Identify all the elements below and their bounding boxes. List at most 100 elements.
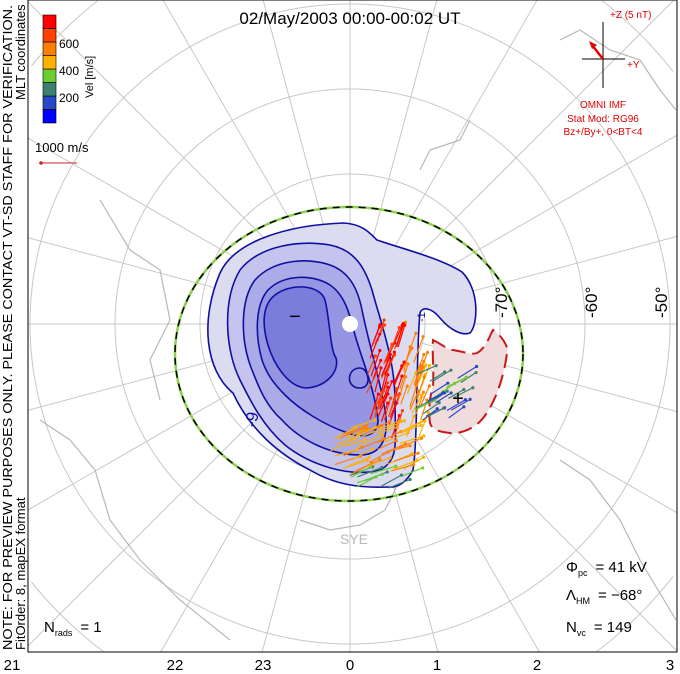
velocity-vector bbox=[374, 366, 383, 392]
mlt-label-21: 21 bbox=[4, 657, 21, 674]
colorbar-tick-200: 200 bbox=[59, 91, 79, 105]
latitude-circle bbox=[31, 581, 104, 652]
contour-label-neg1: -1 bbox=[416, 312, 428, 322]
velocity-vector bbox=[356, 433, 384, 448]
velocity-vector bbox=[384, 350, 396, 376]
colorbar-swatch bbox=[42, 28, 57, 43]
mlt-meridian bbox=[402, 0, 675, 272]
fit-order-label: FitOrder: 8, mapEX format bbox=[13, 497, 28, 650]
negative-potential-cell bbox=[207, 222, 477, 488]
velocity-vector bbox=[427, 391, 445, 402]
velocity-vector bbox=[353, 447, 374, 460]
velocity-vector bbox=[429, 381, 450, 396]
contour-label-neg9: -9 bbox=[241, 411, 262, 429]
station-label: SYE bbox=[340, 531, 368, 547]
velocity-vector bbox=[392, 364, 404, 385]
velocity-vector bbox=[330, 437, 357, 452]
mlt-meridian bbox=[414, 134, 678, 287]
scale-vector bbox=[39, 161, 77, 165]
velocity-vector bbox=[355, 425, 378, 437]
plot-title: 02/May/2003 00:00-00:02 UT bbox=[239, 9, 460, 28]
velocity-vector bbox=[390, 325, 401, 351]
velocity-vector bbox=[417, 363, 428, 384]
velocity-vector bbox=[375, 425, 400, 435]
velocity-vector bbox=[370, 464, 398, 475]
velocity-vector bbox=[414, 359, 426, 387]
velocity-vector bbox=[370, 348, 382, 377]
mlt-label-3: 3 bbox=[666, 657, 674, 674]
velocity-vector bbox=[372, 358, 383, 379]
velocity-vector bbox=[399, 434, 426, 445]
velocity-vector bbox=[350, 465, 373, 478]
colorbar-swatch bbox=[42, 68, 57, 83]
velocity-vector bbox=[399, 362, 410, 390]
velocity-vector bbox=[397, 323, 407, 348]
plot-frame bbox=[27, 0, 678, 653]
velocity-vector bbox=[448, 387, 466, 399]
velocity-colorbar bbox=[42, 14, 57, 124]
velocity-vector bbox=[453, 386, 475, 398]
velocity-vector bbox=[429, 370, 447, 382]
preview-note: NOTE: FOR PREVIEW PURPOSES ONLY. PLEASE … bbox=[0, 5, 15, 650]
velocity-vector bbox=[367, 354, 377, 375]
velocity-vector bbox=[448, 405, 466, 419]
velocity-vector bbox=[369, 392, 380, 420]
velocity-vector bbox=[460, 370, 478, 384]
velocity-vector bbox=[381, 442, 408, 455]
velocity-vector bbox=[387, 393, 399, 417]
velocity-vector bbox=[379, 385, 390, 410]
velocity-vector bbox=[384, 353, 396, 378]
velocity-vector bbox=[409, 389, 421, 411]
velocity-vector bbox=[385, 419, 407, 430]
velocity-vector bbox=[383, 396, 393, 421]
velocity-vector bbox=[411, 393, 424, 414]
velocity-vector bbox=[451, 397, 472, 411]
velocity-vector bbox=[381, 418, 403, 429]
colorbar-swatch bbox=[42, 14, 57, 29]
velocity-vector bbox=[457, 364, 479, 379]
velocity-vector bbox=[355, 457, 382, 472]
velocity-vector bbox=[446, 398, 468, 412]
velocity-vector bbox=[423, 401, 441, 415]
positive-potential-cell bbox=[428, 328, 509, 435]
velocity-vector bbox=[356, 472, 384, 484]
velocity-vector bbox=[380, 401, 390, 422]
colorbar-swatch bbox=[42, 41, 57, 56]
velocity-vector bbox=[383, 342, 394, 365]
colorbar-tick-600: 600 bbox=[59, 37, 79, 51]
velocity-vector bbox=[433, 368, 453, 382]
imf-y-label: +Y bbox=[627, 60, 640, 71]
stat-n-rads: Nrads = 1 bbox=[44, 619, 102, 638]
magnetic-pole-marker bbox=[342, 316, 358, 332]
velocity-vector bbox=[344, 438, 367, 447]
potential-min-marker: − bbox=[289, 306, 301, 328]
imf-source: OMNI IMF bbox=[580, 100, 626, 111]
stat-lambda-hm: ΛHM = −68° bbox=[566, 587, 642, 606]
colorbar-swatch bbox=[42, 82, 57, 97]
colorbar-swatch bbox=[42, 109, 57, 124]
mlt-label-0: 0 bbox=[346, 657, 354, 674]
coastlines bbox=[39, 29, 677, 641]
velocity-vector bbox=[384, 430, 410, 443]
velocity-vector bbox=[413, 335, 425, 363]
coord-system-label: MLT coordinates bbox=[13, 4, 28, 100]
velocity-vector bbox=[397, 375, 408, 402]
scale-vector-label: 1000 m/s bbox=[35, 140, 89, 155]
velocity-vectors bbox=[330, 318, 479, 489]
velocity-vector bbox=[400, 384, 409, 405]
velocity-vector bbox=[342, 426, 368, 435]
velocity-vector bbox=[381, 473, 404, 487]
colorbar-swatch bbox=[42, 55, 57, 70]
velocity-vector bbox=[426, 406, 446, 418]
mlt-meridian bbox=[27, 1, 298, 272]
imf-clock-dial bbox=[582, 22, 625, 88]
velocity-vector bbox=[420, 384, 432, 406]
imf-z-label: +Z (5 nT) bbox=[610, 10, 651, 21]
velocity-vector bbox=[416, 352, 426, 374]
velocity-vector bbox=[380, 352, 392, 377]
velocity-vector bbox=[382, 379, 394, 403]
stat-n-vc: Nvc = 149 bbox=[566, 619, 632, 638]
mlt-label-23: 23 bbox=[255, 657, 272, 674]
velocity-vector bbox=[334, 448, 359, 457]
velocity-vector bbox=[402, 466, 425, 477]
